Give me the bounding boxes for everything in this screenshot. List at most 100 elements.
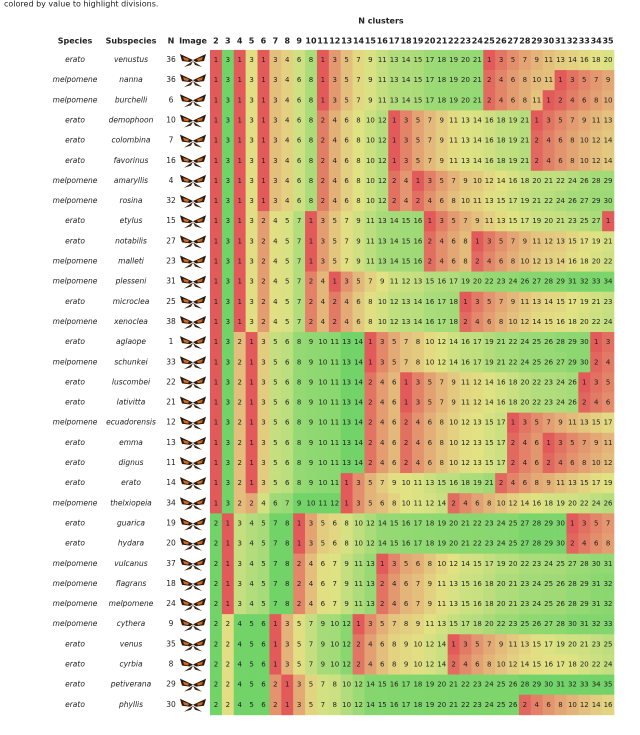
cluster-id: 24 [556, 378, 565, 386]
cluster-cell [495, 593, 508, 615]
cluster-id: 2 [404, 419, 408, 427]
cluster-cell [566, 452, 579, 474]
cluster-id: 14 [354, 378, 363, 386]
cluster-cell [388, 473, 401, 494]
cluster-id: 5 [273, 358, 277, 366]
cluster-id: 5 [285, 237, 289, 245]
cluster-id: 8 [309, 197, 313, 205]
butterfly-image [180, 295, 206, 309]
cluster-header: 34 [591, 37, 603, 46]
cluster-id: 12 [485, 177, 494, 185]
cluster-id: 7 [380, 479, 384, 487]
butterfly-image [180, 134, 206, 148]
cluster-cell [435, 452, 448, 474]
butterfly-image [180, 356, 206, 370]
cluster-cell [554, 110, 567, 131]
cluster-id: 6 [285, 378, 290, 386]
cluster-cell [483, 533, 496, 554]
cluster-cell [210, 452, 223, 474]
cluster-id: 3 [226, 278, 230, 286]
cluster-id: 3 [249, 217, 253, 225]
cluster-cell [447, 332, 460, 353]
cluster-id: 6 [570, 459, 575, 467]
cluster-id: 20 [473, 278, 482, 286]
cluster-cell [459, 412, 472, 434]
cluster-cell [554, 493, 567, 514]
cluster-id: 22 [497, 620, 506, 628]
cluster-id: 7 [356, 96, 360, 104]
cluster-cell [376, 513, 389, 534]
cluster-cell [518, 130, 532, 151]
cluster-cell [210, 593, 223, 615]
species: erato [65, 639, 85, 648]
cluster-id: 16 [580, 56, 589, 64]
cluster-id: 6 [344, 137, 349, 145]
cluster-id: 27 [580, 197, 589, 205]
cluster-cell [328, 432, 342, 454]
cluster-header: 32 [567, 37, 578, 46]
cluster-id: 22 [485, 278, 494, 286]
cluster-id: 30 [556, 540, 565, 548]
cluster-id: 16 [437, 278, 446, 286]
cluster-cell [340, 634, 353, 655]
cluster-id: 1 [214, 278, 218, 286]
cluster-id: 4 [404, 197, 409, 205]
cluster-cell [602, 654, 615, 675]
sample-count: 30 [166, 700, 176, 709]
cluster-id: 1 [214, 177, 218, 185]
cluster-id: 25 [509, 519, 518, 527]
cluster-cell [542, 694, 555, 716]
cluster-header: 33 [579, 37, 590, 46]
cluster-id: 4 [333, 157, 338, 165]
cluster-id: 3 [309, 519, 313, 527]
cluster-cell [245, 372, 258, 393]
cluster-cell [233, 634, 246, 655]
cluster-cell [352, 634, 365, 655]
cluster-id: 8 [309, 157, 313, 165]
cluster-id: 24 [509, 278, 518, 286]
cluster-id: 21 [509, 580, 518, 588]
wing [193, 383, 202, 390]
cluster-cell [293, 130, 306, 151]
cluster-id: 7 [487, 640, 491, 648]
cluster-id: 1 [214, 399, 218, 407]
cluster-cell [590, 170, 603, 192]
species: erato [65, 398, 85, 407]
cluster-id: 6 [273, 499, 278, 507]
cluster-cell [305, 392, 318, 413]
cluster-header: 10 [305, 37, 317, 46]
cluster-id: 21 [473, 76, 482, 84]
cluster-cell [554, 654, 567, 675]
cluster-cell [293, 553, 306, 575]
wing [193, 665, 202, 672]
cluster-cell [352, 513, 365, 534]
cluster-id: 10 [520, 258, 529, 266]
cluster-cell [328, 674, 342, 696]
cluster-id: 5 [273, 439, 277, 447]
cluster-cell [435, 372, 448, 393]
cluster-id: 24 [556, 399, 565, 407]
cluster-cell [435, 70, 448, 91]
cluster-id: 21 [473, 96, 482, 104]
cluster-cell [293, 110, 306, 131]
cluster-id: 2 [463, 318, 467, 326]
cluster-cell [305, 674, 318, 696]
cluster-cell [293, 150, 306, 172]
cluster-id: 1 [261, 76, 265, 84]
cluster-id: 3 [428, 177, 432, 185]
cluster-id: 1 [392, 116, 396, 124]
cluster-cell [423, 412, 437, 434]
cluster-cell [376, 231, 389, 252]
cluster-cell [530, 493, 544, 514]
cluster-cell [293, 251, 306, 272]
cluster-id: 11 [604, 439, 613, 447]
cluster-cell [435, 392, 448, 413]
cluster-cell [210, 170, 223, 192]
cluster-cell [281, 130, 294, 151]
cluster-cell [269, 493, 282, 514]
cluster-id: 8 [297, 459, 301, 467]
cluster-cell [257, 634, 270, 655]
cluster-id: 17 [509, 197, 518, 205]
cluster-cell [602, 211, 615, 232]
cluster-id: 23 [473, 701, 482, 709]
